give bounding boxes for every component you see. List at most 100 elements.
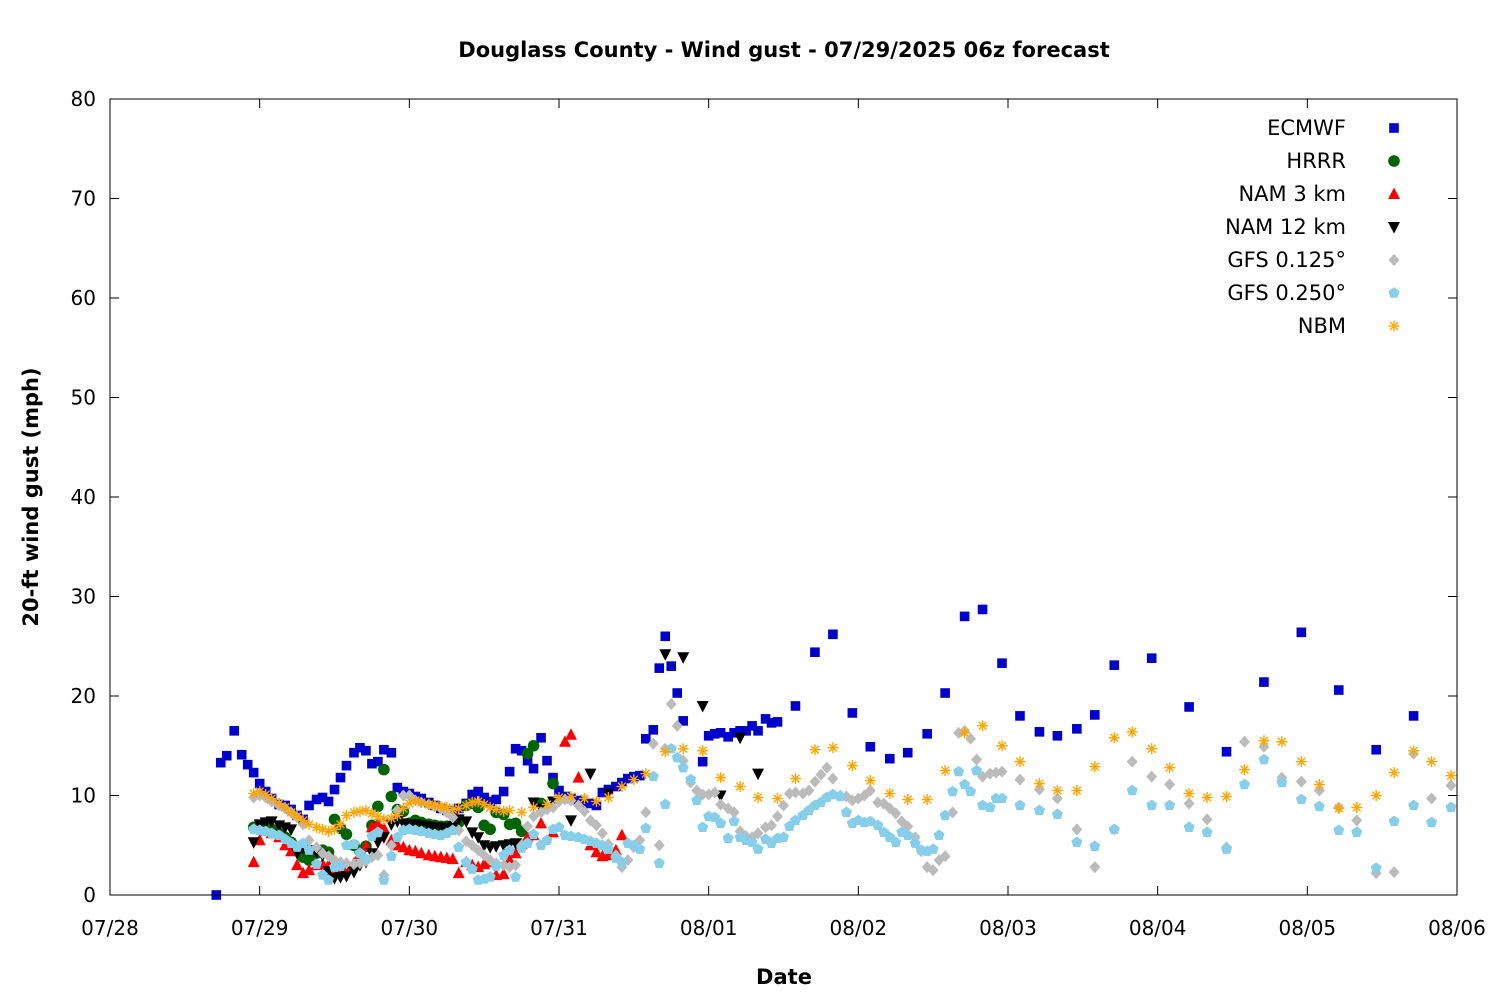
nam-12-km-point	[584, 768, 597, 781]
ecmwf-point	[1221, 746, 1232, 757]
gfs-0-125-point	[1201, 813, 1213, 826]
y-tick-label: 50	[71, 386, 96, 410]
nbm-point	[827, 742, 839, 754]
gfs-0-125-point	[821, 761, 833, 774]
gfs-0-125-point	[789, 786, 801, 799]
gfs-0-250-point	[385, 850, 397, 861]
gfs-0-125-point	[1126, 755, 1138, 768]
hrrr-point	[328, 813, 341, 826]
ecmwf-point	[236, 749, 247, 760]
gfs-0-125-point	[1426, 792, 1438, 805]
nam-12-km-point	[340, 871, 353, 883]
gfs-0-250-point	[671, 751, 683, 763]
gfs-0-250-point	[1071, 836, 1083, 847]
nam-3-km-point	[564, 728, 577, 740]
ecmwf-point	[542, 755, 552, 766]
gfs-0-250-point	[752, 843, 764, 854]
nbm-point	[1258, 735, 1270, 747]
nam-12-km-point	[564, 815, 577, 827]
nbm-point	[1146, 743, 1158, 755]
gfs-0-125-point	[715, 798, 727, 811]
gfs-0-250-point	[1426, 816, 1438, 828]
gfs-0-250-point	[1351, 826, 1363, 838]
legend-entry-ecmwf: ECMWF	[1267, 116, 1399, 140]
legend-entry-hrrr: HRRR	[1286, 149, 1400, 173]
ecmwf-point	[1034, 727, 1045, 737]
gfs-0-250-point	[1445, 801, 1457, 813]
nbm-point	[329, 823, 340, 835]
legend-label: ECMWF	[1267, 116, 1346, 140]
gfs-0-125-point	[1089, 861, 1101, 874]
nbm-point	[1238, 764, 1250, 776]
gfs-0-250-point	[927, 843, 939, 854]
ecmwf-point	[1090, 710, 1100, 720]
gfs-0-250-point	[697, 821, 709, 833]
gfs-0-125-point	[1295, 775, 1307, 788]
gfs-0-125-point	[640, 806, 652, 819]
ecmwf-point	[386, 747, 397, 758]
ecmwf-point	[361, 745, 371, 756]
nam-12-km-point	[659, 649, 672, 661]
nbm-point	[260, 789, 272, 801]
gfs-0-250-point	[909, 837, 921, 848]
gfs-0-250-point	[840, 806, 852, 818]
nbm-point	[1108, 732, 1120, 744]
ecmwf-point	[242, 759, 253, 770]
ecmwf-point	[1408, 711, 1419, 721]
nam-3-km-point	[558, 735, 571, 747]
gfs-0-125-point	[803, 784, 815, 797]
gfs-0-125-point	[647, 737, 659, 750]
ecmwf-point	[790, 701, 801, 711]
gfs-0-250-point	[715, 817, 727, 829]
gfs-0-250-point	[1276, 776, 1288, 788]
gfs-0-125-point	[709, 786, 721, 799]
gfs-0-250-point	[640, 822, 652, 834]
legend-label: NAM 3 km	[1238, 182, 1346, 206]
x-tick-label: 07/31	[530, 916, 588, 940]
gfs-0-125-point	[510, 859, 522, 872]
gfs-0-125-point	[1388, 866, 1400, 879]
nbm-point	[677, 743, 689, 755]
legend-label: NBM	[1298, 314, 1346, 338]
nbm-point	[565, 790, 577, 802]
legend-entry-nam-12-km: NAM 12 km	[1225, 215, 1400, 239]
nam-3-km-point	[572, 771, 585, 783]
gfs-0-250-point	[1408, 799, 1420, 811]
gfs-0-250-point	[659, 798, 671, 810]
nbm-point	[809, 744, 821, 756]
x-tick-label: 07/28	[81, 916, 139, 940]
ecmwf-point	[373, 756, 383, 767]
gfs-0-125-point	[927, 864, 939, 877]
hrrr-point	[340, 828, 353, 841]
gfs-0-250-point	[354, 847, 366, 858]
hrrr-point	[527, 739, 540, 752]
gfs-0-250-point	[360, 853, 372, 864]
nbm-point	[884, 788, 896, 800]
nbm-point	[772, 792, 784, 804]
ecmwf-point	[735, 726, 745, 736]
ecmwf-point	[311, 794, 322, 805]
x-tick-label: 08/05	[1279, 916, 1337, 940]
nbm-point	[752, 791, 764, 803]
nbm-point	[1014, 756, 1026, 768]
ecmwf-point	[623, 773, 633, 784]
gfs-0-250-point	[902, 829, 914, 840]
y-tick-label: 10	[71, 784, 96, 808]
gfs-0-250-point	[616, 856, 628, 867]
gfs-0-250-point	[1051, 808, 1063, 820]
nbm-point	[1445, 770, 1457, 782]
y-tick-label: 40	[71, 485, 96, 509]
ecmwf-point	[329, 784, 340, 795]
x-tick-label: 08/06	[1428, 916, 1486, 940]
gfs-0-250-point	[378, 874, 390, 885]
nbm-point	[1313, 779, 1325, 791]
nbm-point	[921, 793, 933, 805]
x-tick-label: 08/03	[979, 916, 1037, 940]
ecmwf-point	[697, 756, 708, 767]
ecmwf-point	[1371, 744, 1381, 755]
ecmwf-point	[248, 767, 259, 778]
nbm-point	[697, 745, 709, 757]
ecmwf-point	[528, 763, 539, 774]
